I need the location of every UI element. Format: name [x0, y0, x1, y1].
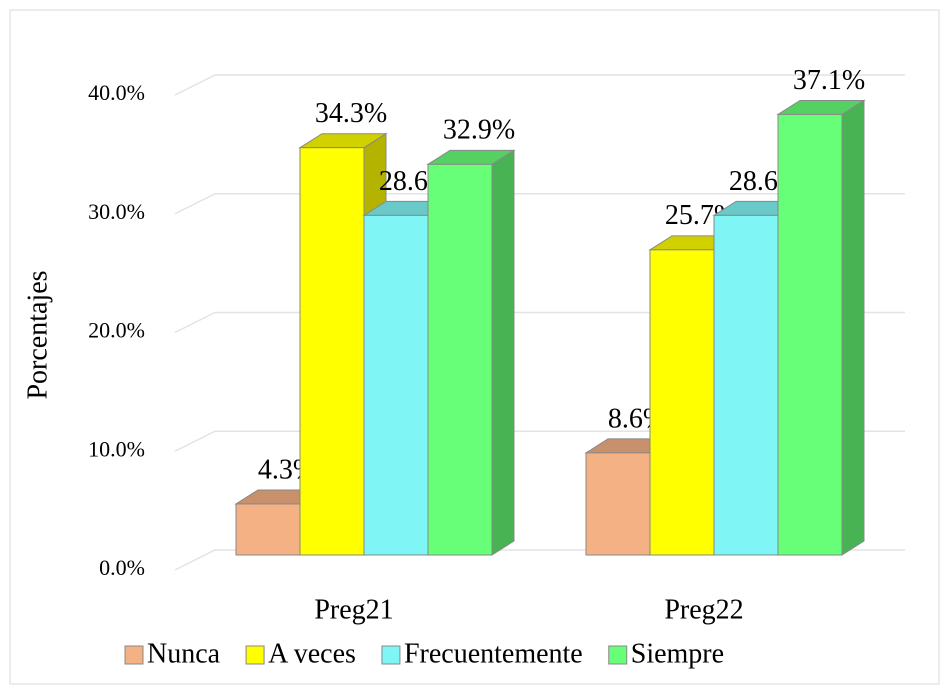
y-axis-label: Porcentajes [22, 270, 53, 399]
x-tick-label: Preg21 [314, 594, 393, 625]
value-label: 34.3% [315, 98, 387, 129]
bar-face [235, 503, 301, 556]
legend-label: Nunca [147, 638, 221, 669]
y-tick-label: 40.0% [88, 80, 145, 105]
grid-line [174, 193, 905, 215]
value-label: 37.1% [793, 65, 865, 96]
bar-face [841, 99, 865, 556]
legend-swatch [245, 645, 265, 665]
x-tick-label: Preg22 [664, 594, 743, 625]
bar-face [777, 113, 843, 556]
bar-face [299, 147, 365, 556]
legend-swatch [124, 645, 144, 665]
bar [776, 99, 866, 556]
bar-face [713, 214, 779, 556]
y-tick-label: 0.0% [99, 555, 145, 580]
y-tick-label: 30.0% [88, 199, 145, 224]
legend-label: A veces [268, 638, 356, 669]
legend-label: Frecuentemente [404, 638, 583, 669]
bar-face [585, 452, 651, 556]
legend-swatch [608, 645, 628, 665]
legend-swatch [381, 645, 401, 665]
bar-face [427, 163, 493, 556]
y-tick-label: 10.0% [88, 436, 145, 461]
bar-face [363, 214, 429, 556]
bar-face [649, 249, 715, 556]
grid-line [174, 74, 905, 96]
legend-label: Siempre [631, 638, 724, 669]
y-tick-label: 20.0% [88, 318, 145, 343]
value-label: 32.9% [443, 115, 515, 146]
bar [426, 149, 516, 556]
bar-face [491, 149, 515, 556]
